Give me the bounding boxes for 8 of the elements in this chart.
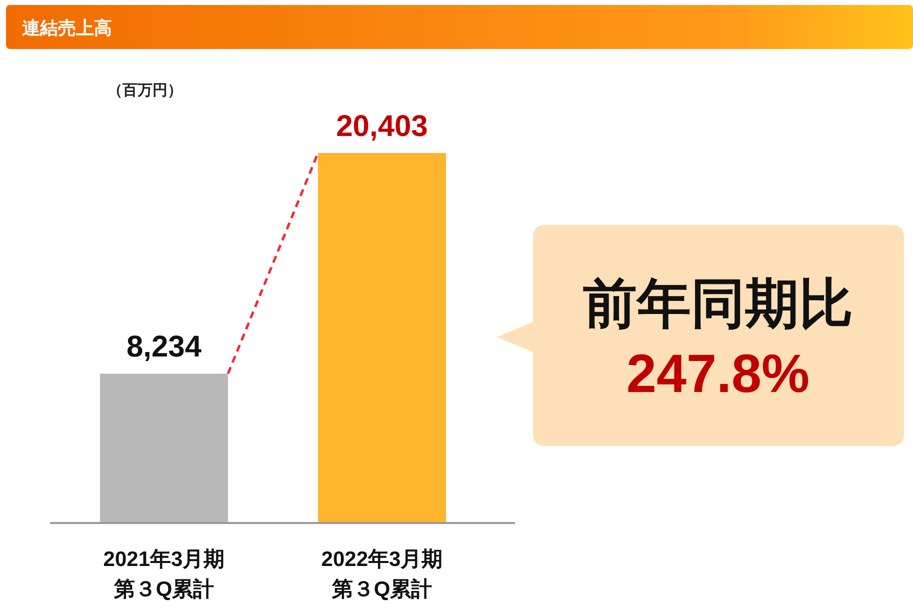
chart-title: 連結売上高 <box>22 18 112 38</box>
y-axis-title: （百万円） <box>108 82 182 99</box>
data-label: 8,234 <box>126 330 202 364</box>
data-label: 20,403 <box>336 110 428 143</box>
text: 247.8% <box>626 344 810 404</box>
text: 前年同期比 <box>583 274 853 334</box>
x-tick-label: 2022年3月期第３Q累計 <box>321 548 443 601</box>
x-tick-label: 2021年3月期第３Q累計 <box>103 548 225 601</box>
